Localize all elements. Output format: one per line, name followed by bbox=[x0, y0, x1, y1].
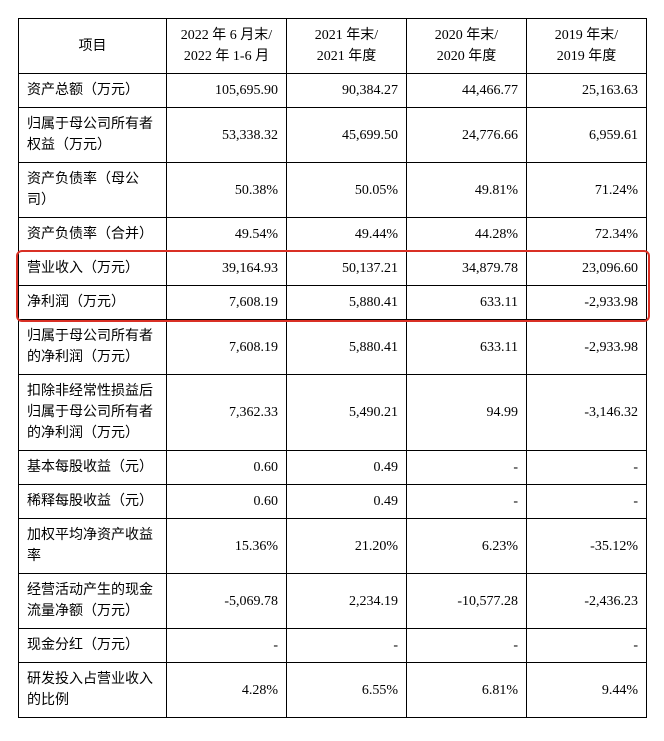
cell-value: 50.38% bbox=[167, 163, 287, 218]
cell-value: 9.44% bbox=[527, 663, 647, 718]
table-row: 净利润（万元）7,608.195,880.41633.11-2,933.98 bbox=[19, 286, 647, 320]
table-container: 项目 2022 年 6 月末/ 2022 年 1-6 月 2021 年末/ 20… bbox=[18, 18, 647, 718]
cell-value: 71.24% bbox=[527, 163, 647, 218]
row-label: 稀释每股收益（元） bbox=[19, 485, 167, 519]
cell-value: 2,234.19 bbox=[287, 574, 407, 629]
row-label: 资产总额（万元） bbox=[19, 74, 167, 108]
cell-value: 44.28% bbox=[407, 218, 527, 252]
cell-value: 49.54% bbox=[167, 218, 287, 252]
row-label: 研发投入占营业收入的比例 bbox=[19, 663, 167, 718]
table-row: 加权平均净资产收益率15.36%21.20%6.23%-35.12% bbox=[19, 519, 647, 574]
cell-value: 24,776.66 bbox=[407, 108, 527, 163]
row-label: 资产负债率（合并） bbox=[19, 218, 167, 252]
table-row: 基本每股收益（元）0.600.49-- bbox=[19, 451, 647, 485]
col-header-3: 2020 年末/ 2020 年度 bbox=[407, 19, 527, 74]
row-label: 基本每股收益（元） bbox=[19, 451, 167, 485]
cell-value: 7,362.33 bbox=[167, 375, 287, 451]
cell-value: - bbox=[527, 485, 647, 519]
table-row: 扣除非经常性损益后归属于母公司所有者的净利润（万元）7,362.335,490.… bbox=[19, 375, 647, 451]
cell-value: -10,577.28 bbox=[407, 574, 527, 629]
cell-value: 15.36% bbox=[167, 519, 287, 574]
cell-value: 6.23% bbox=[407, 519, 527, 574]
cell-value: 633.11 bbox=[407, 320, 527, 375]
table-row: 营业收入（万元）39,164.9350,137.2134,879.7823,09… bbox=[19, 252, 647, 286]
table-row: 资产总额（万元）105,695.9090,384.2744,466.7725,1… bbox=[19, 74, 647, 108]
cell-value: 90,384.27 bbox=[287, 74, 407, 108]
cell-value: -3,146.32 bbox=[527, 375, 647, 451]
cell-value: - bbox=[407, 451, 527, 485]
row-label: 现金分红（万元） bbox=[19, 629, 167, 663]
header-row: 项目 2022 年 6 月末/ 2022 年 1-6 月 2021 年末/ 20… bbox=[19, 19, 647, 74]
row-label: 归属于母公司所有者权益（万元） bbox=[19, 108, 167, 163]
col-header-0: 项目 bbox=[19, 19, 167, 74]
cell-value: 4.28% bbox=[167, 663, 287, 718]
cell-value: - bbox=[167, 629, 287, 663]
cell-value: 6.55% bbox=[287, 663, 407, 718]
row-label: 扣除非经常性损益后归属于母公司所有者的净利润（万元） bbox=[19, 375, 167, 451]
table-row: 研发投入占营业收入的比例4.28%6.55%6.81%9.44% bbox=[19, 663, 647, 718]
cell-value: - bbox=[407, 485, 527, 519]
cell-value: 23,096.60 bbox=[527, 252, 647, 286]
table-body: 资产总额（万元）105,695.9090,384.2744,466.7725,1… bbox=[19, 74, 647, 718]
table-row: 资产负债率（合并）49.54%49.44%44.28%72.34% bbox=[19, 218, 647, 252]
cell-value: 49.81% bbox=[407, 163, 527, 218]
table-row: 现金分红（万元）---- bbox=[19, 629, 647, 663]
col-header-1: 2022 年 6 月末/ 2022 年 1-6 月 bbox=[167, 19, 287, 74]
cell-value: 21.20% bbox=[287, 519, 407, 574]
cell-value: 49.44% bbox=[287, 218, 407, 252]
cell-value: 105,695.90 bbox=[167, 74, 287, 108]
row-label: 资产负债率（母公司） bbox=[19, 163, 167, 218]
table-row: 归属于母公司所有者权益（万元）53,338.3245,699.5024,776.… bbox=[19, 108, 647, 163]
cell-value: 25,163.63 bbox=[527, 74, 647, 108]
cell-value: -2,933.98 bbox=[527, 286, 647, 320]
cell-value: -35.12% bbox=[527, 519, 647, 574]
cell-value: 5,880.41 bbox=[287, 286, 407, 320]
table-row: 经营活动产生的现金流量净额（万元）-5,069.782,234.19-10,57… bbox=[19, 574, 647, 629]
cell-value: 34,879.78 bbox=[407, 252, 527, 286]
row-label: 营业收入（万元） bbox=[19, 252, 167, 286]
cell-value: 44,466.77 bbox=[407, 74, 527, 108]
cell-value: -2,933.98 bbox=[527, 320, 647, 375]
table-row: 稀释每股收益（元）0.600.49-- bbox=[19, 485, 647, 519]
cell-value: -2,436.23 bbox=[527, 574, 647, 629]
cell-value: 72.34% bbox=[527, 218, 647, 252]
cell-value: - bbox=[407, 629, 527, 663]
table-row: 归属于母公司所有者的净利润（万元）7,608.195,880.41633.11-… bbox=[19, 320, 647, 375]
cell-value: - bbox=[287, 629, 407, 663]
table-row: 资产负债率（母公司）50.38%50.05%49.81%71.24% bbox=[19, 163, 647, 218]
col-header-4: 2019 年末/ 2019 年度 bbox=[527, 19, 647, 74]
row-label: 净利润（万元） bbox=[19, 286, 167, 320]
financial-table: 项目 2022 年 6 月末/ 2022 年 1-6 月 2021 年末/ 20… bbox=[18, 18, 647, 718]
cell-value: -5,069.78 bbox=[167, 574, 287, 629]
cell-value: 0.49 bbox=[287, 485, 407, 519]
cell-value: 45,699.50 bbox=[287, 108, 407, 163]
cell-value: 5,490.21 bbox=[287, 375, 407, 451]
row-label: 经营活动产生的现金流量净额（万元） bbox=[19, 574, 167, 629]
cell-value: 6,959.61 bbox=[527, 108, 647, 163]
cell-value: 5,880.41 bbox=[287, 320, 407, 375]
cell-value: 50.05% bbox=[287, 163, 407, 218]
cell-value: 7,608.19 bbox=[167, 286, 287, 320]
cell-value: 6.81% bbox=[407, 663, 527, 718]
cell-value: 39,164.93 bbox=[167, 252, 287, 286]
cell-value: - bbox=[527, 451, 647, 485]
cell-value: 50,137.21 bbox=[287, 252, 407, 286]
cell-value: 633.11 bbox=[407, 286, 527, 320]
col-header-2: 2021 年末/ 2021 年度 bbox=[287, 19, 407, 74]
cell-value: 7,608.19 bbox=[167, 320, 287, 375]
cell-value: 0.60 bbox=[167, 485, 287, 519]
cell-value: 53,338.32 bbox=[167, 108, 287, 163]
cell-value: 0.60 bbox=[167, 451, 287, 485]
row-label: 加权平均净资产收益率 bbox=[19, 519, 167, 574]
cell-value: - bbox=[527, 629, 647, 663]
row-label: 归属于母公司所有者的净利润（万元） bbox=[19, 320, 167, 375]
cell-value: 94.99 bbox=[407, 375, 527, 451]
cell-value: 0.49 bbox=[287, 451, 407, 485]
